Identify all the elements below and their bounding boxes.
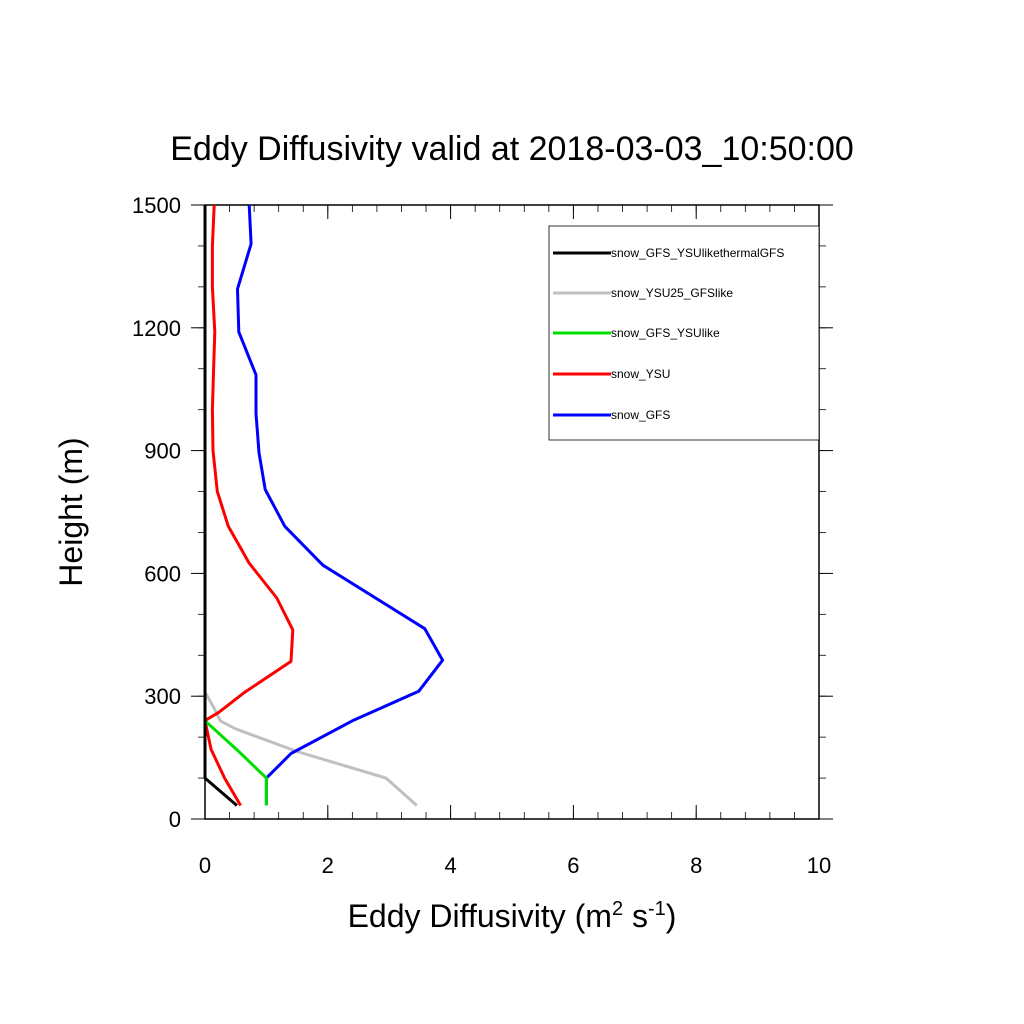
x-tick-label: 4 bbox=[444, 853, 456, 878]
x-tick-label: 0 bbox=[199, 853, 211, 878]
legend-label-snow-gfs-ysulike: snow_GFS_YSUlike bbox=[611, 326, 720, 340]
series-lines bbox=[203, 204, 445, 807]
x-axis-label-mid: s bbox=[623, 898, 648, 934]
legend: snow_GFS_YSUlikethermalGFS snow_YSU25_GFS… bbox=[548, 225, 820, 441]
x-tick-label: 8 bbox=[690, 853, 702, 878]
legend-label-snow-ysu25-gfslike: snow_YSU25_GFSlike bbox=[611, 286, 733, 300]
chart-title: Eddy Diffusivity valid at 2018-03-03_10:… bbox=[170, 130, 854, 168]
series-line-snow-gfs-ysulike bbox=[203, 719, 268, 806]
y-tick-label: 1200 bbox=[132, 316, 181, 341]
y-axis-label: Height (m) bbox=[53, 437, 89, 586]
x-tick-label: 2 bbox=[322, 853, 334, 878]
x-tick-label: 6 bbox=[567, 853, 579, 878]
axis-ticks: 0 2 4 6 8 10 0 300 600 900 1200 1500 bbox=[132, 193, 833, 878]
x-axis-label-sup1: 2 bbox=[612, 898, 623, 920]
series-line-snow-gfs bbox=[236, 204, 445, 806]
series-line-snow-gfs-ysulikethermalgfs bbox=[203, 205, 238, 807]
legend-label-snow-gfs: snow_GFS bbox=[611, 408, 670, 422]
legend-label-snow-ysu: snow_YSU bbox=[611, 367, 670, 381]
x-axis-label: Eddy Diffusivity (m2 s-1) bbox=[348, 898, 677, 934]
x-axis-label-main: Eddy Diffusivity (m bbox=[348, 898, 612, 934]
y-tick-label: 1500 bbox=[132, 193, 181, 218]
series-line-snow-ysu25-gfslike bbox=[203, 691, 418, 807]
x-tick-label: 10 bbox=[807, 853, 831, 878]
y-tick-label: 0 bbox=[169, 807, 181, 832]
x-axis-label-sup2: -1 bbox=[648, 898, 666, 920]
legend-label-snow-gfs-ysulikethermalgfs: snow_GFS_YSUlikethermalGFS bbox=[611, 246, 784, 260]
y-tick-label: 300 bbox=[144, 684, 181, 709]
y-tick-label: 900 bbox=[144, 439, 181, 464]
y-tick-label: 600 bbox=[144, 561, 181, 586]
x-axis-label-end: ) bbox=[666, 898, 677, 934]
